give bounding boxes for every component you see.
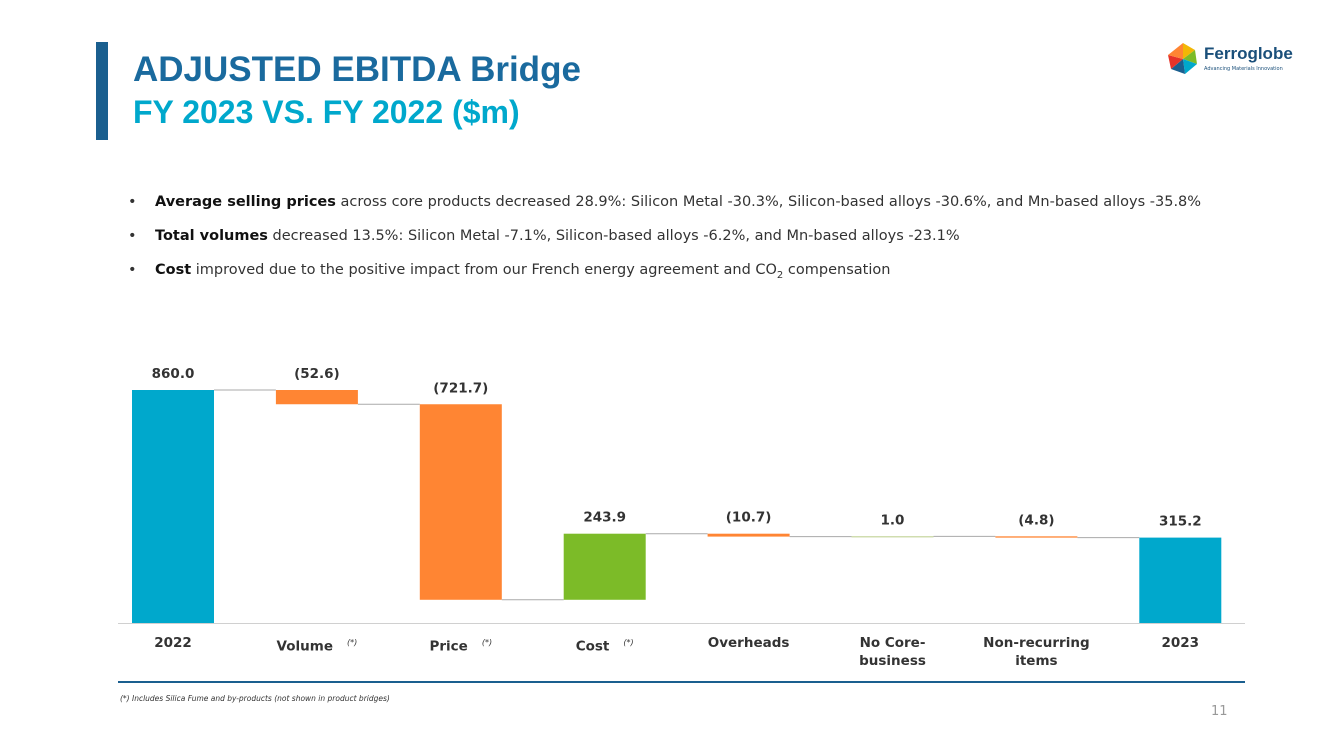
value-label: (52.6) <box>294 366 340 382</box>
bullet-list: Average selling prices across core produ… <box>128 188 1238 295</box>
bar <box>563 533 646 600</box>
title: ADJUSTED EBITDA Bridge <box>133 50 581 89</box>
category-text: Cost <box>575 638 610 655</box>
title-accent <box>96 42 108 140</box>
logo-tagline: Advancing Materials Innovation <box>1204 66 1283 72</box>
category-note: (*) <box>346 638 358 647</box>
bullet-lead: Total volumes <box>155 228 268 244</box>
value-label: (10.7) <box>726 510 772 526</box>
bullet-text: across core products decreased 28.9%: Si… <box>335 194 1202 210</box>
category-text: Non-recurring items <box>983 635 1090 669</box>
value-label: 315.2 <box>1159 514 1202 530</box>
category-label: Cost (*) <box>540 634 670 656</box>
bar <box>851 536 934 538</box>
logo: Ferroglobe Advancing Materials Innovatio… <box>1166 42 1306 78</box>
logo-name: Ferroglobe <box>1204 44 1293 63</box>
category-text: 2022 <box>154 635 192 651</box>
category-text: Overheads <box>707 635 790 651</box>
bullet-subscript: 2 <box>776 269 784 281</box>
value-label: (721.7) <box>433 380 488 396</box>
subtitle: FY 2023 VS. FY 2022 ($m) <box>133 94 520 130</box>
category-text: No Core-business <box>859 635 926 669</box>
bullet-lead: Cost <box>155 262 192 278</box>
category-note: (*) <box>481 638 493 647</box>
category-label: 2022 <box>108 634 238 652</box>
category-label: Price (*) <box>396 634 526 656</box>
bullet: Total volumes decreased 13.5%: Silicon M… <box>128 222 1238 251</box>
bullet-text: compensation <box>783 262 891 278</box>
bullet-lead: Average selling prices <box>155 194 336 210</box>
bar <box>132 390 214 623</box>
category-label: No Core-business <box>828 634 958 670</box>
footnote: (*) Includes Silica Fume and by-products… <box>120 694 390 703</box>
category-label: Non-recurring items <box>971 634 1101 670</box>
footer-rule <box>118 681 1245 683</box>
category-label: 2023 <box>1115 634 1245 652</box>
bullet-text: decreased 13.5%: Silicon Metal -7.1%, Si… <box>267 228 960 244</box>
chart: 860.0 (52.6) (721.7) 243.9 (10.7) 1.0 (4.8) 315… <box>118 366 1245 624</box>
category-note: (*) <box>623 638 634 647</box>
value-label: 1.0 <box>881 512 905 528</box>
category-text: 2023 <box>1161 635 1200 651</box>
category-label: Overheads <box>684 634 814 652</box>
bullet: Cost improved due to the positive impact… <box>128 256 1238 290</box>
value-label: (4.8) <box>1018 512 1054 528</box>
bar <box>1139 537 1222 623</box>
bar <box>707 533 790 537</box>
bullet-text: improved due to the positive impact from… <box>191 262 777 278</box>
page-number: 11 <box>1211 704 1228 719</box>
category-text: Price <box>429 638 468 655</box>
bullet: Average selling prices across core produ… <box>128 188 1238 217</box>
bar <box>995 536 1078 538</box>
bar <box>275 390 358 405</box>
logo-icon <box>1168 43 1197 74</box>
value-label: 243.9 <box>583 510 626 526</box>
bar <box>419 404 502 600</box>
category-text: Volume <box>276 638 333 655</box>
value-label: 860.0 <box>152 366 195 382</box>
category-label: Volume (*) <box>252 634 382 656</box>
